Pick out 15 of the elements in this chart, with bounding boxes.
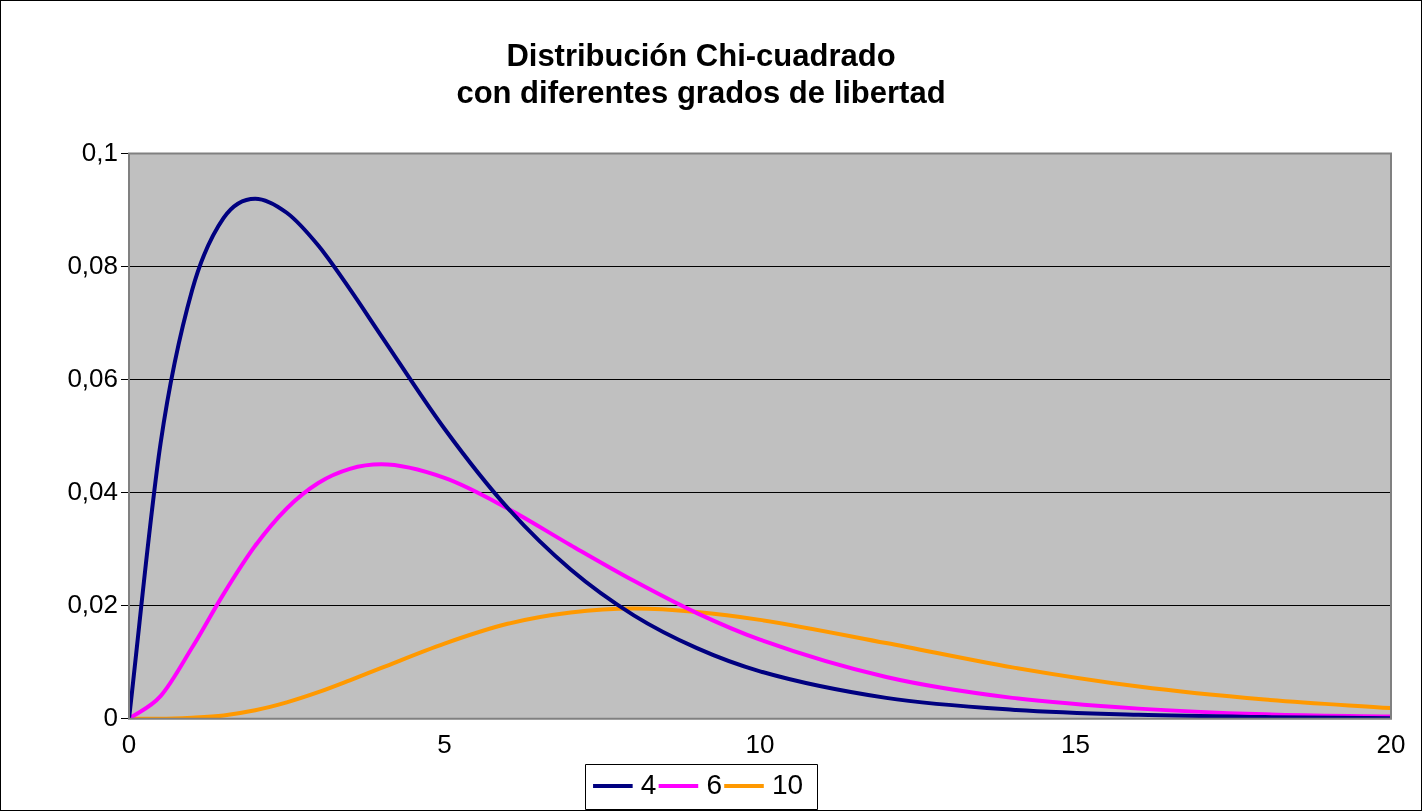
y-tick-label: 0,1	[81, 136, 118, 167]
legend-label: 4	[640, 768, 657, 800]
y-tick-label: 0,08	[67, 249, 118, 280]
x-tick-label: 20	[1376, 728, 1406, 759]
x-tick-label: 10	[745, 728, 775, 759]
y-tick-label: 0,06	[67, 362, 118, 393]
legend-label: 10	[772, 768, 804, 800]
y-tick-label: 0,04	[67, 475, 118, 506]
y-tick-label: 0	[103, 701, 118, 732]
x-tick-label: 15	[1061, 728, 1090, 759]
legend-label: 6	[706, 768, 723, 800]
y-tick-label: 0,02	[67, 588, 118, 619]
x-tick-label: 5	[437, 728, 452, 759]
x-tick-label: 0	[121, 728, 137, 759]
chart-title: Distribución Chi-cuadrado con diferentes grados de libertad	[456, 38, 946, 111]
